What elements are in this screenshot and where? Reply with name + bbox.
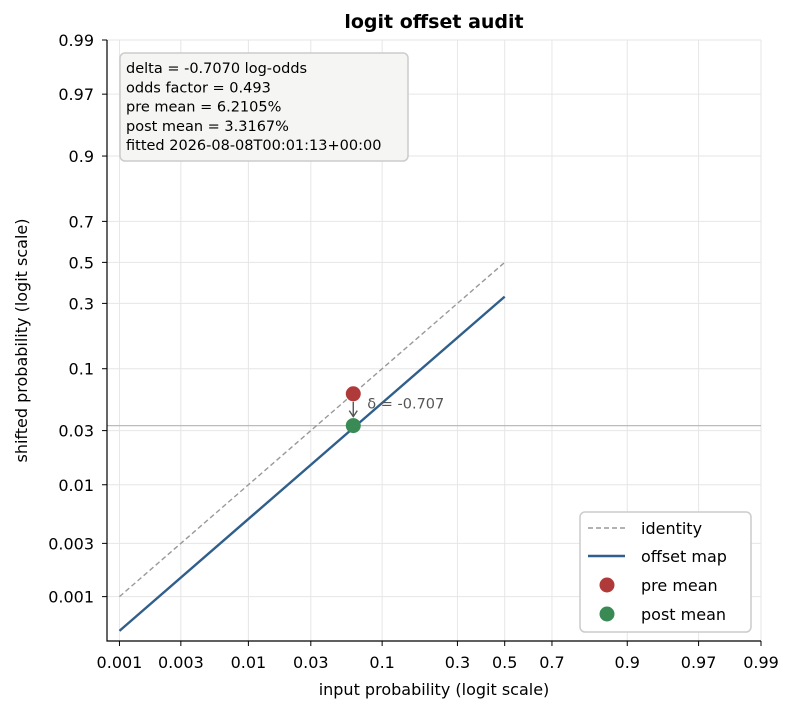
info-line-post-mean: post mean = 3.3167%	[126, 119, 289, 135]
y-tick-label-0-01: 0.01	[58, 476, 94, 495]
series-group	[118, 261, 506, 632]
y-axis-label: shifted probability (logit scale)	[12, 219, 31, 463]
y-tick-label-0-03: 0.03	[58, 422, 94, 441]
info-line-pre-mean: pre mean = 6.2105%	[126, 100, 281, 116]
x-tick-label-0-03: 0.03	[293, 653, 329, 672]
y-tick-label-0-003: 0.003	[48, 534, 94, 553]
legend-pre-mean-label: pre mean	[641, 576, 718, 595]
x-tick-label-0-003: 0.003	[158, 653, 204, 672]
y-tick-label-0-3: 0.3	[69, 294, 94, 313]
point-pre-mean	[345, 386, 361, 402]
x-axis-label: input probability (logit scale)	[319, 680, 550, 699]
x-tick-label-0-01: 0.01	[231, 653, 267, 672]
delta-annotation-label: δ = -0.707	[367, 397, 444, 413]
legend-background	[579, 511, 752, 633]
delta-arrow-head	[348, 410, 358, 418]
annotation-group: δ = -0.707	[348, 397, 444, 418]
y-ticks: 0.001 0.003 0.01 0.03 0.1 0.3 0.5 0.7 0.9 0.97 0.9…	[48, 31, 107, 607]
x-tick-label-0-99: 0.99	[743, 653, 779, 672]
legend-post-mean-label: post mean	[641, 605, 726, 624]
x-tick-label-0-5: 0.5	[492, 653, 517, 672]
info-line-odds-factor: odds factor = 0.493	[126, 80, 271, 96]
x-tick-label-0-1: 0.1	[369, 653, 394, 672]
series-line-offset-map	[118, 295, 506, 632]
x-ticks: 0.001 0.003 0.01 0.03 0.1 0.3 0.5 0.7 0.9 0.97 0.9…	[97, 641, 779, 672]
points-group	[345, 386, 361, 434]
info-box-background	[119, 52, 409, 162]
y-tick-label-0-99: 0.99	[58, 31, 94, 50]
info-line-delta: delta = -0.7070 log-odds	[126, 61, 307, 77]
point-post-mean	[345, 418, 361, 434]
info-line-fitted: fitted 2026-08-08T00:01:13+00:00	[126, 138, 381, 154]
legend-pre-mean-swatch	[599, 577, 615, 593]
y-tick-label-0-001: 0.001	[48, 588, 94, 607]
x-tick-label-0-7: 0.7	[539, 653, 564, 672]
legend-post-mean-swatch	[599, 606, 615, 622]
x-tick-label-0-3: 0.3	[445, 653, 470, 672]
x-tick-label-0-97: 0.97	[681, 653, 717, 672]
axes	[106, 40, 761, 642]
legend-offset-map-label: offset map	[641, 547, 727, 566]
legend-identity-label: identity	[641, 519, 702, 538]
series-line-identity	[119, 261, 506, 598]
chart-title: logit offset audit	[344, 11, 523, 33]
y-tick-label-0-97: 0.97	[58, 85, 94, 104]
legend: identity offset map pre mean post mean	[579, 511, 752, 633]
y-tick-label-0-1: 0.1	[69, 360, 94, 379]
x-tick-label-0-9: 0.9	[615, 653, 640, 672]
info-box: delta = -0.7070 log-odds odds factor = 0…	[119, 52, 409, 162]
y-tick-label-0-7: 0.7	[69, 212, 94, 231]
x-tick-label-0-001: 0.001	[97, 653, 143, 672]
y-tick-label-0-5: 0.5	[69, 253, 94, 272]
y-tick-label-0-9: 0.9	[69, 147, 94, 166]
